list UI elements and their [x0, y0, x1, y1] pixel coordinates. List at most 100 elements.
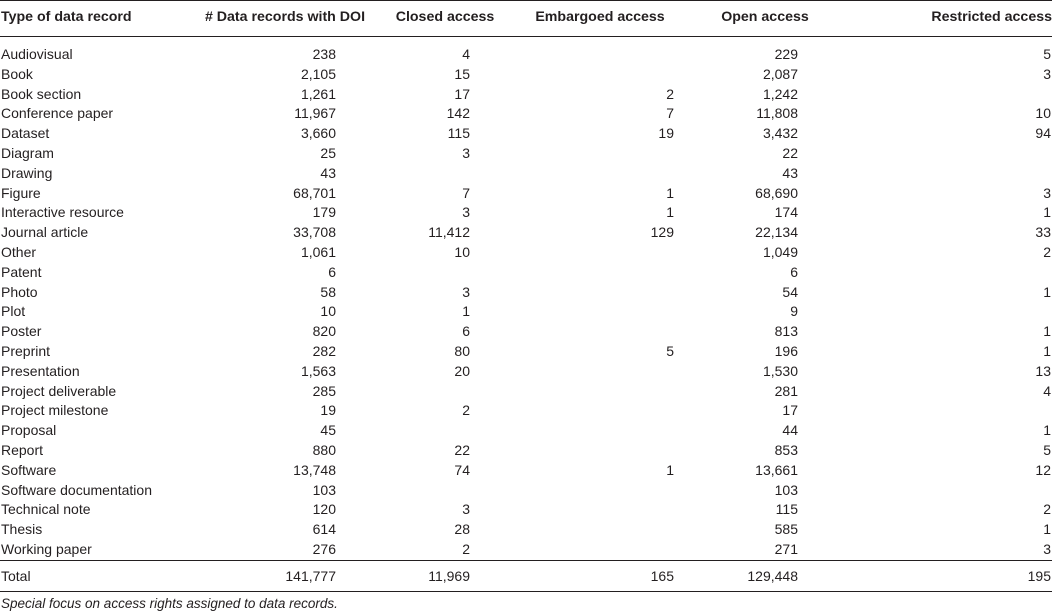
total-row: Total 141,777 11,969 165 129,448 195	[0, 559, 1052, 592]
cell-embargoed: 1	[666, 461, 674, 478]
cell-closed: 3	[462, 144, 470, 161]
cell-restricted: 94	[1035, 125, 1051, 142]
cell-type: Patent	[1, 263, 42, 280]
cell-restricted: 1	[1043, 283, 1051, 300]
header-open: Open access	[680, 0, 850, 37]
cell-doi-count: 19	[320, 402, 336, 419]
total-restricted: 195	[850, 559, 1052, 592]
cell-type: Poster	[1, 323, 42, 340]
cell-closed: 1	[462, 303, 470, 320]
table-row: Interactive resource 179 3 1 174 1	[0, 203, 1052, 223]
cell-type: Other	[1, 243, 37, 260]
total-embargoed: 165	[520, 559, 680, 592]
cell-closed: 15	[454, 65, 470, 82]
cell-type: Diagram	[1, 144, 54, 161]
table-row: Software documentation 103 103	[0, 481, 1052, 501]
cell-type: Working paper	[1, 540, 92, 557]
cell-embargoed	[520, 481, 680, 501]
cell-embargoed	[520, 362, 680, 382]
cell-open: 9	[790, 303, 798, 320]
cell-doi-count: 11,967	[294, 105, 336, 122]
cell-closed: 115	[447, 125, 470, 142]
table-row: Journal article 33,708 11,412 129 22,134 33	[0, 223, 1052, 243]
cell-closed: 20	[454, 362, 470, 379]
cell-doi-count: 58	[320, 283, 336, 300]
table-row: Software 13,748 74 1 13,661 12	[0, 461, 1052, 481]
cell-type: Software documentation	[1, 481, 152, 498]
total-label: Total	[0, 559, 200, 592]
total-open: 129,448	[680, 559, 850, 592]
table-row: Project milestone 19 2 17	[0, 401, 1052, 421]
table-caption: Special focus on access rights assigned …	[1, 596, 338, 611]
table-row: Drawing 43 43	[0, 164, 1052, 184]
data-records-table: Type of data record # Data records with …	[0, 0, 1052, 592]
cell-open: 1,242	[762, 85, 798, 102]
cell-closed: 3	[462, 204, 470, 221]
cell-closed: 11,412	[428, 224, 470, 241]
cell-doi-count: 880	[312, 441, 336, 458]
cell-type: Project deliverable	[1, 382, 117, 399]
cell-restricted: 3	[1043, 540, 1051, 557]
cell-open: 281	[774, 382, 798, 399]
cell-restricted: 3	[1043, 184, 1051, 201]
cell-embargoed: 1	[666, 204, 674, 221]
table-row: Project deliverable 285 281 4	[0, 382, 1052, 402]
cell-type: Drawing	[1, 164, 53, 181]
header-doi-count: # Data records with DOI	[200, 0, 370, 37]
cell-type: Plot	[1, 303, 26, 320]
table-row: Conference paper 11,967 142 7 11,808 10	[0, 104, 1052, 124]
cell-doi-count: 179	[312, 204, 336, 221]
cell-embargoed	[520, 302, 680, 322]
cell-type: Photo	[1, 283, 38, 300]
cell-embargoed	[520, 382, 680, 402]
cell-type: Thesis	[1, 521, 43, 538]
cell-doi-count: 282	[312, 342, 336, 359]
table-row: Other 1,061 10 1,049 2	[0, 243, 1052, 263]
table-row: Working paper 276 2 271 3	[0, 540, 1052, 560]
cell-restricted	[850, 302, 1052, 322]
cell-open: 2,087	[762, 65, 798, 82]
cell-embargoed	[520, 144, 680, 164]
cell-embargoed: 129	[650, 224, 674, 241]
cell-doi-count: 6	[328, 263, 336, 280]
table-row: Presentation 1,563 20 1,530 13	[0, 362, 1052, 382]
header-embargoed: Embargoed access	[520, 0, 680, 37]
cell-closed	[370, 421, 520, 441]
cell-closed	[370, 382, 520, 402]
cell-open: 43	[782, 164, 798, 181]
cell-embargoed	[520, 37, 680, 65]
cell-closed: 80	[454, 342, 470, 359]
cell-type: Journal article	[1, 224, 89, 241]
table-row: Book section 1,261 17 2 1,242	[0, 85, 1052, 105]
cell-embargoed	[520, 322, 680, 342]
table-row: Figure 68,701 7 1 68,690 3	[0, 184, 1052, 204]
cell-restricted: 1	[1043, 521, 1051, 538]
cell-closed: 2	[462, 540, 470, 557]
table-row: Patent 6 6	[0, 263, 1052, 283]
cell-open: 54	[782, 283, 798, 300]
cell-type: Technical note	[1, 501, 91, 518]
cell-closed: 17	[454, 85, 470, 102]
cell-open: 196	[774, 342, 798, 359]
cell-type: Preprint	[1, 342, 51, 359]
cell-restricted: 1	[1043, 323, 1051, 340]
cell-restricted	[850, 164, 1052, 184]
table-row: Proposal 45 44 1	[0, 421, 1052, 441]
cell-open: 22,134	[755, 224, 798, 241]
table-row: Photo 58 3 54 1	[0, 283, 1052, 303]
cell-closed: 74	[454, 461, 470, 478]
cell-restricted: 5	[1043, 441, 1051, 458]
cell-embargoed: 7	[666, 105, 674, 122]
cell-restricted: 2	[1043, 243, 1051, 260]
cell-embargoed: 1	[666, 184, 674, 201]
cell-doi-count: 43	[320, 164, 336, 181]
cell-restricted	[850, 263, 1052, 283]
cell-embargoed	[520, 263, 680, 283]
cell-embargoed	[520, 520, 680, 540]
table-row: Audiovisual 238 4 229 5	[0, 37, 1052, 65]
cell-doi-count: 10	[320, 303, 336, 320]
cell-open: 115	[775, 501, 798, 518]
cell-embargoed	[520, 540, 680, 560]
cell-doi-count: 3,660	[300, 125, 336, 142]
cell-type: Interactive resource	[1, 204, 124, 221]
